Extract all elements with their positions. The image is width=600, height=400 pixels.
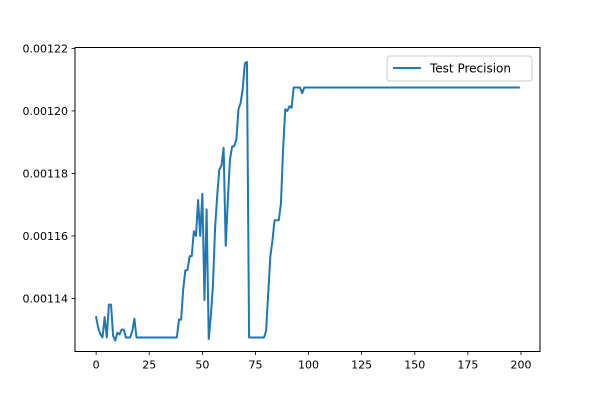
y-tick-label: 0.00120	[23, 105, 69, 118]
legend-label: Test Precision	[429, 62, 511, 76]
y-tick-label: 0.00116	[23, 230, 69, 243]
y-tick-label: 0.00118	[23, 167, 69, 180]
legend: Test Precision	[386, 55, 533, 82]
x-tick-label: 200	[510, 359, 531, 372]
x-tick-label: 0	[93, 359, 100, 372]
legend-box	[386, 55, 533, 82]
plot-area	[94, 60, 520, 342]
y-tick-label: 0.00122	[23, 42, 69, 55]
x-tick-label: 75	[248, 359, 262, 372]
axis-ticks: 0 25 50 75 100 125 150 175 200 0.00114 0.00116 0.00…	[23, 42, 532, 371]
x-tick-label: 100	[298, 359, 319, 372]
x-tick-label: 175	[457, 359, 478, 372]
x-tick-label: 125	[351, 359, 372, 372]
x-tick-label: 50	[195, 359, 209, 372]
series-line-0	[94, 60, 520, 342]
x-tick-label: 25	[142, 359, 156, 372]
x-tick-label: 150	[404, 359, 425, 372]
axes-frame	[74, 47, 541, 352]
y-tick-label: 0.00114	[23, 292, 69, 305]
